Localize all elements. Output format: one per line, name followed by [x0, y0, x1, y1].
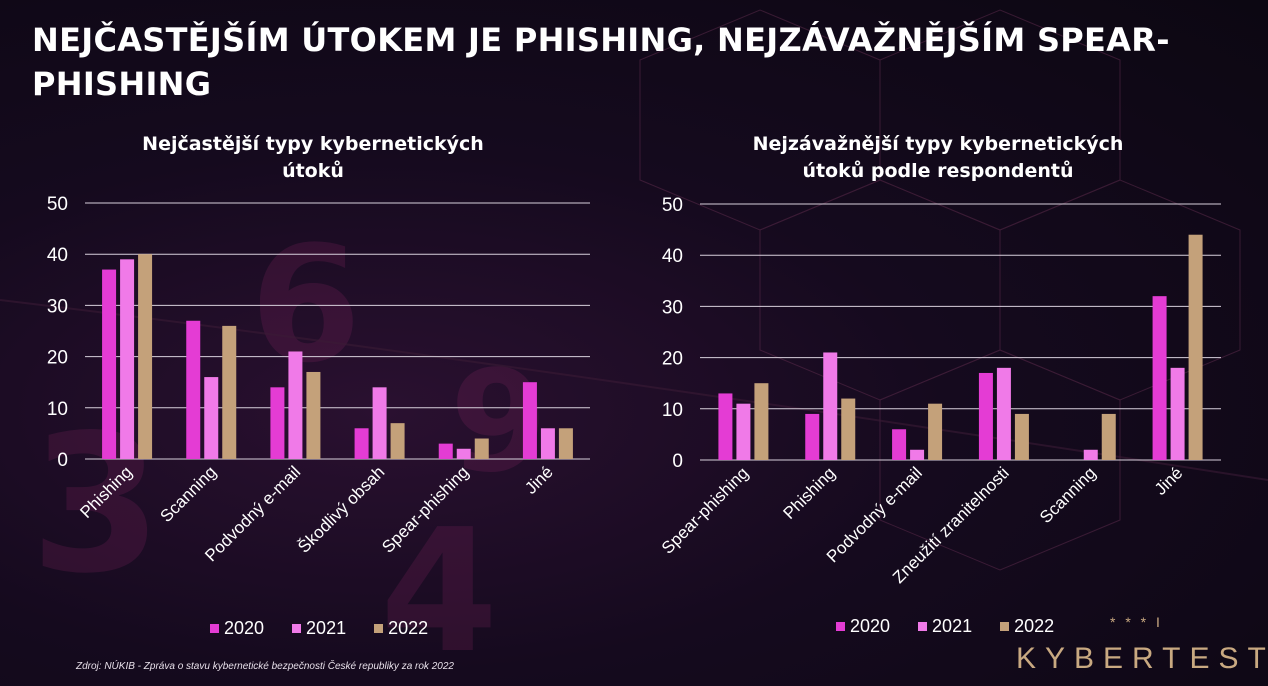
x-category-label: Jiné	[521, 462, 556, 497]
x-category-label: Škodlivý obsah	[294, 462, 388, 556]
bar-2020	[805, 413, 820, 460]
bar-2021	[540, 428, 555, 459]
x-category-label: Spear-phishing	[378, 462, 472, 556]
bar-2022	[474, 438, 489, 459]
chart-nejcastejsi-utoky: Nejčastější typy kybernetických útoků 0 1…	[47, 133, 590, 565]
y-tick-label: 50	[662, 195, 683, 216]
x-category-label: Scanning	[157, 462, 221, 526]
x-category-label: Spear-phishing	[658, 463, 752, 557]
y-tick-label: 40	[47, 245, 68, 266]
bar-2021	[910, 449, 925, 460]
legend-chart-1: 2020 2021 2022	[210, 618, 428, 639]
legend-item-2022: 2022	[1000, 616, 1054, 637]
bar-2022	[390, 423, 405, 459]
y-tick-label: 30	[47, 296, 68, 317]
svg-text:6: 6	[250, 211, 361, 398]
chart-title-line-1: Nejzávažnější typy kybernetických	[753, 133, 1124, 155]
legend-item-2022: 2022	[374, 618, 428, 639]
bar-2020	[718, 393, 733, 460]
legend-label: 2021	[306, 618, 347, 638]
bar-2021	[456, 448, 471, 459]
bar-2021	[120, 259, 135, 459]
bar-2020	[354, 428, 369, 459]
bar-2021	[736, 403, 751, 460]
y-tick-label: 0	[57, 450, 68, 471]
bar-2022	[558, 428, 573, 459]
bar-2022	[928, 403, 943, 460]
legend-label: 2022	[1014, 616, 1055, 636]
y-tick-label: 20	[662, 349, 683, 370]
bar-2021	[204, 377, 219, 459]
bar-2020	[978, 372, 993, 460]
chart-title-line-2: útoků podle respondentů	[802, 159, 1073, 182]
brand-mark: * * * I	[1110, 614, 1163, 630]
bar-2021	[1083, 449, 1098, 460]
svg-text:4: 4	[380, 493, 498, 686]
bar-2021	[288, 351, 303, 459]
bar-2020	[102, 269, 117, 459]
bar-2020	[438, 443, 453, 459]
legend-label: 2020	[850, 616, 891, 636]
y-tick-label: 0	[672, 451, 683, 472]
x-category-label: Phishing	[780, 463, 840, 523]
y-tick-label: 10	[662, 400, 683, 421]
bar-2022	[841, 398, 856, 460]
bar-2021	[823, 352, 838, 460]
y-tick-label: 40	[662, 246, 683, 267]
brand-logo: KYBERTEST	[1016, 642, 1268, 675]
bar-2020	[522, 382, 537, 459]
legend-swatch	[374, 624, 384, 633]
bar-2022	[754, 383, 769, 460]
legend-chart-2: 2020 2021 2022	[836, 616, 1054, 637]
bar-2021	[1170, 367, 1185, 460]
slide-title: NEJČASTĚJŠÍM ÚTOKEM JE PHISHING, NEJZÁVA…	[32, 21, 1170, 103]
chart-title-line-2: útoků	[282, 159, 344, 182]
bar-2020	[892, 429, 907, 460]
chart-nejzavaznejsi-utoky: Nejzávažnější typy kybernetických útoků …	[658, 133, 1221, 587]
legend-item-2020: 2020	[836, 616, 890, 637]
bar-2022	[138, 254, 153, 459]
y-tick-label: 10	[47, 399, 68, 420]
bar-2022	[1101, 413, 1116, 460]
bar-2022	[1188, 234, 1203, 460]
legend-swatch	[292, 624, 302, 633]
legend-label: 2020	[224, 618, 265, 638]
legend-swatch	[1000, 622, 1010, 631]
x-category-label: Scanning	[1036, 463, 1100, 527]
legend-item-2021: 2021	[918, 616, 972, 637]
y-tick-label: 50	[47, 194, 68, 215]
bar-2020	[186, 320, 201, 459]
x-category-label: Jiné	[1151, 463, 1186, 498]
bar-2021	[996, 367, 1011, 460]
legend-item-2020: 2020	[210, 618, 264, 639]
bar-2020	[1152, 296, 1167, 460]
chart-title-line-1: Nejčastější typy kybernetických	[142, 133, 484, 155]
y-tick-label: 30	[662, 297, 683, 318]
source-note: Zdroj: NÚKIB - Zpráva o stavu kybernetic…	[76, 661, 454, 672]
bar-2022	[306, 371, 321, 459]
legend-swatch	[918, 622, 928, 631]
legend-item-2021: 2021	[292, 618, 346, 639]
bar-2021	[372, 387, 387, 459]
y-tick-label: 20	[47, 348, 68, 369]
legend-swatch	[836, 622, 845, 631]
legend-swatch	[210, 624, 219, 633]
x-category-label: Phishing	[76, 462, 136, 522]
bar-2020	[270, 387, 285, 459]
bar-2022	[1014, 413, 1029, 460]
legend-label: 2021	[932, 616, 973, 636]
bar-2022	[222, 325, 237, 459]
legend-label: 2022	[388, 618, 429, 638]
